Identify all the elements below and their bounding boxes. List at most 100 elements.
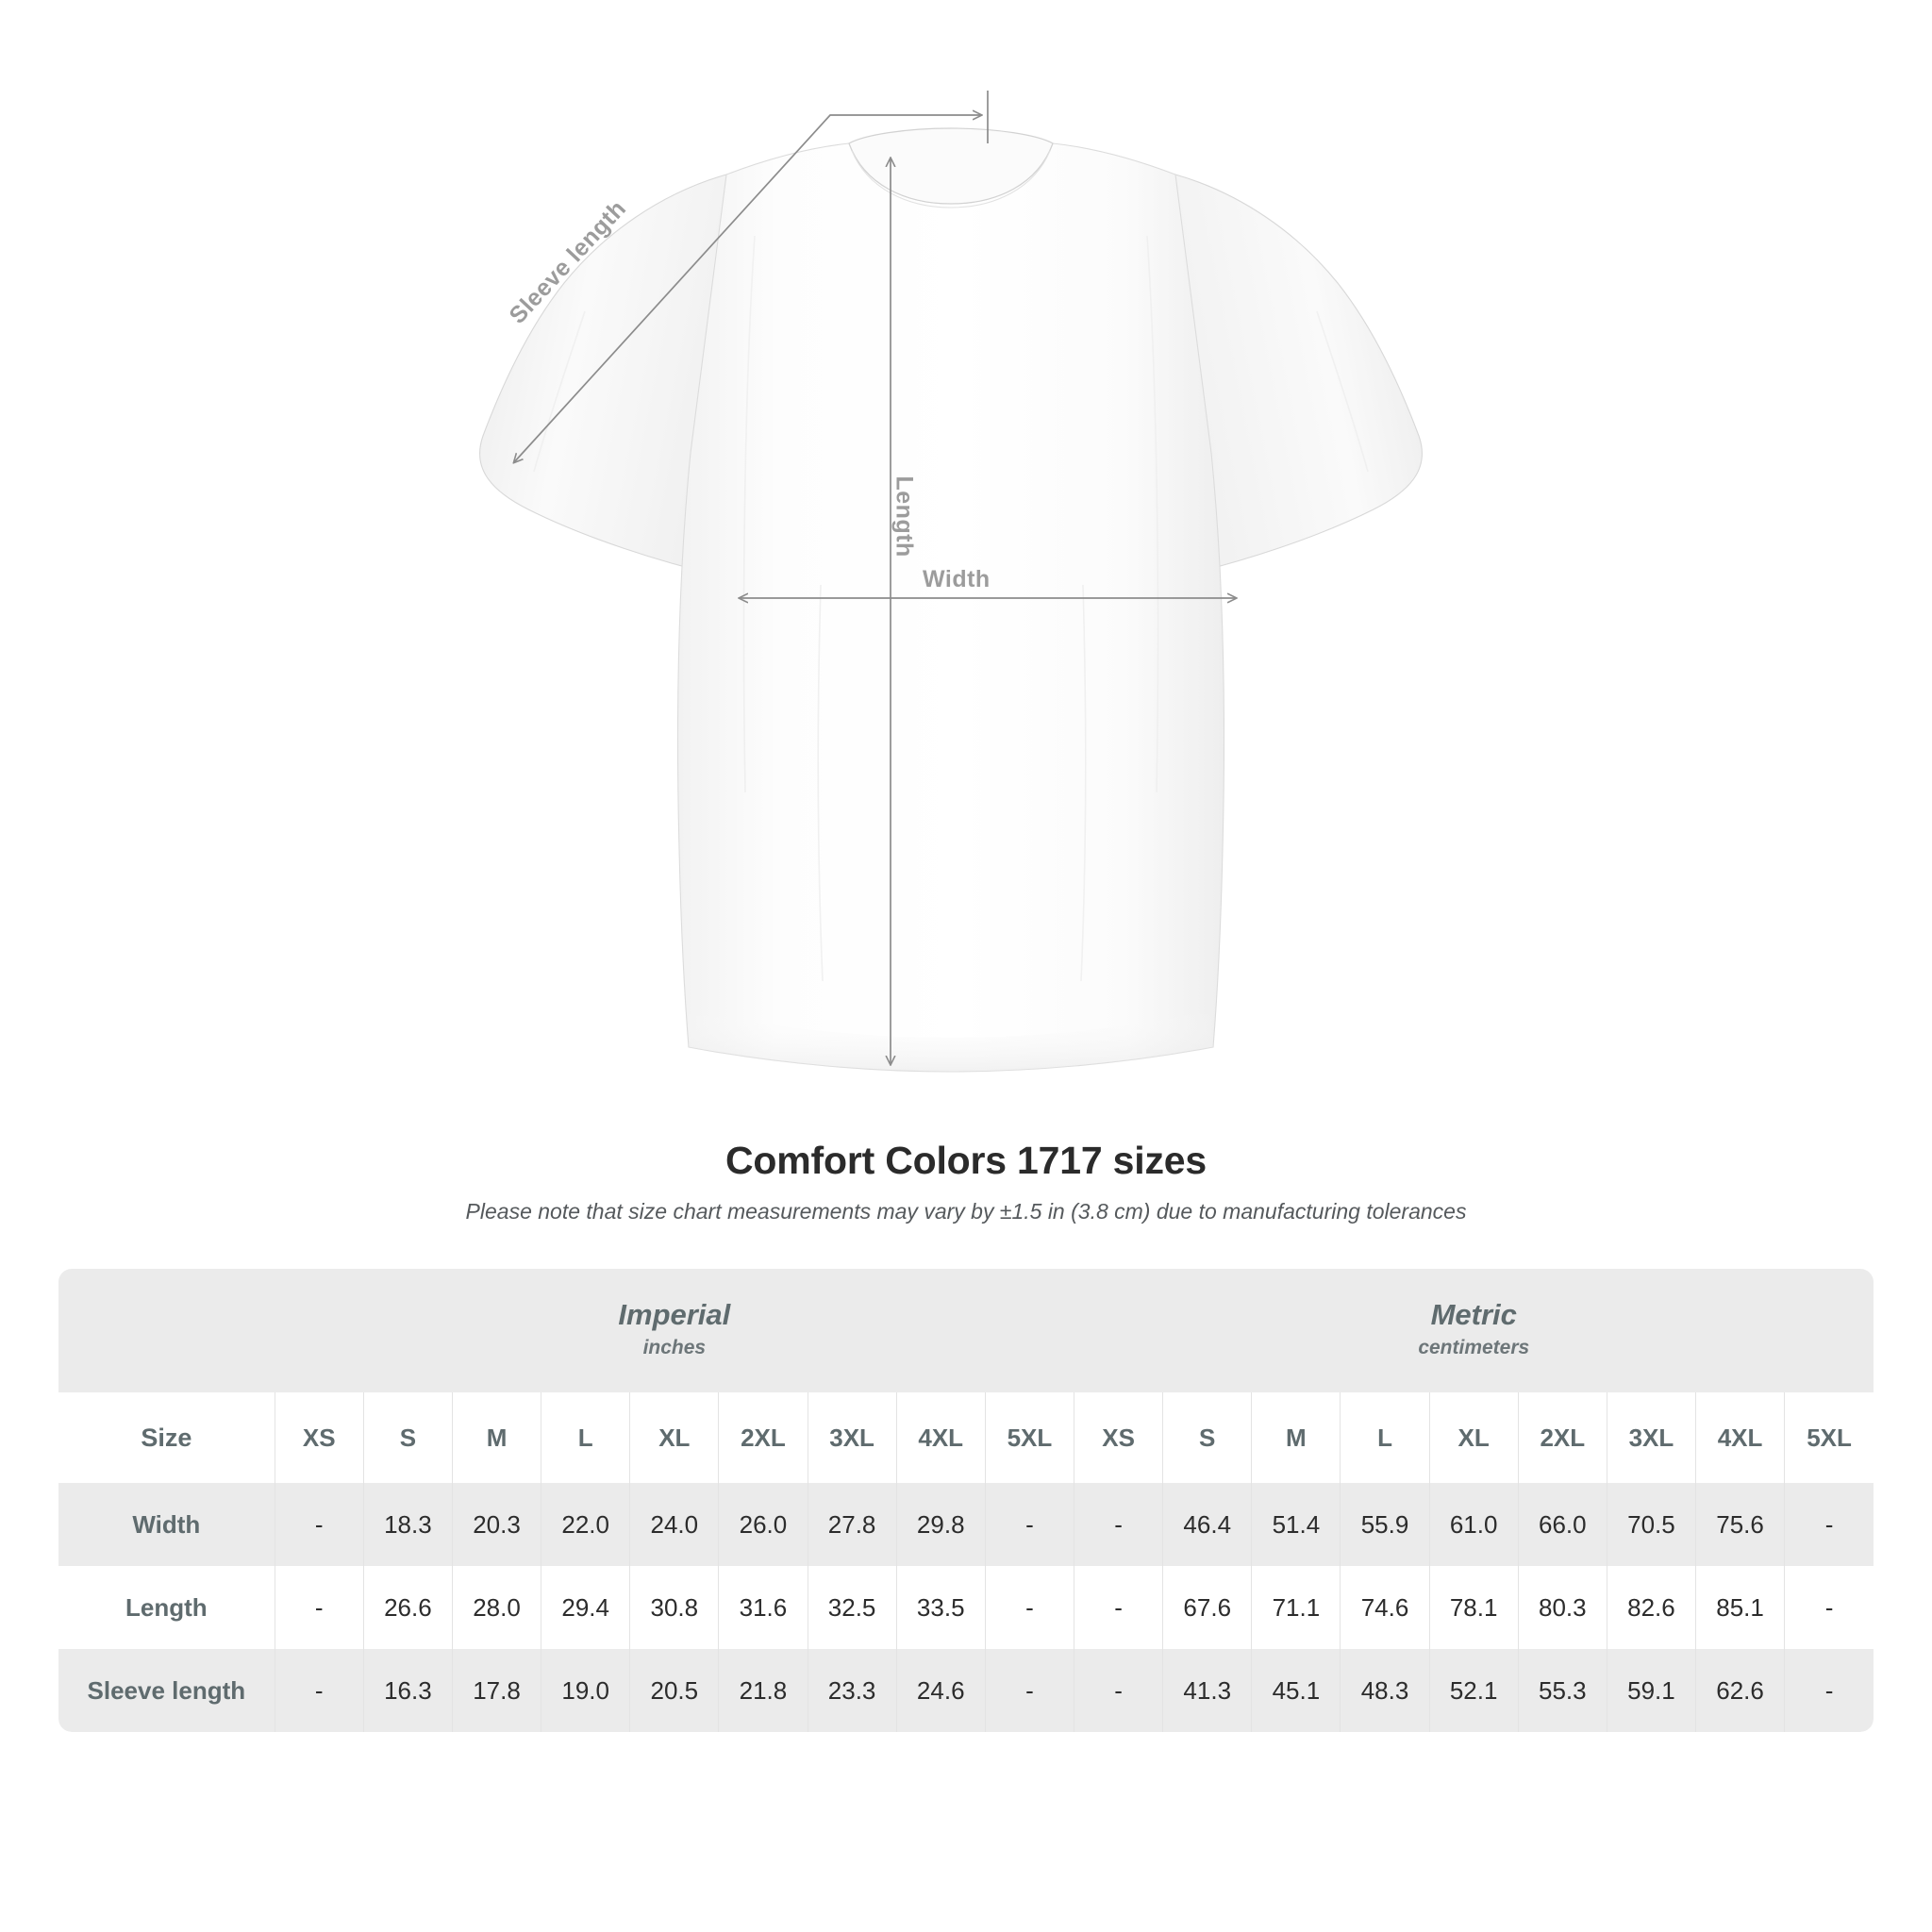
- size-header-imperial-4xl: 4XL: [895, 1392, 986, 1483]
- measurement-guides: [514, 91, 1236, 1064]
- cell-length-imperial-4xl: 33.5: [895, 1566, 986, 1649]
- row-label-width: Width: [58, 1483, 275, 1566]
- cell-length-imperial-2xl: 31.6: [718, 1566, 808, 1649]
- cell-width-metric-4xl: 75.6: [1694, 1483, 1785, 1566]
- cell-length-metric-l: 74.6: [1340, 1566, 1430, 1649]
- size-header-metric-3xl: 3XL: [1606, 1392, 1696, 1483]
- cell-width-imperial-s: 18.3: [362, 1483, 453, 1566]
- cell-width-imperial-2xl: 26.0: [718, 1483, 808, 1566]
- cell-length-metric-5xl: -: [1784, 1566, 1874, 1649]
- cell-length-metric-xl: 78.1: [1428, 1566, 1519, 1649]
- cell-sleeve-imperial-2xl: 21.8: [718, 1649, 808, 1732]
- length-label: Length: [891, 475, 918, 558]
- size-header-metric-m: M: [1251, 1392, 1341, 1483]
- row-label-sleeve-length: Sleeve length: [58, 1649, 275, 1732]
- metric-subtitle: centimeters: [1418, 1337, 1530, 1359]
- size-header-imperial-s: S: [362, 1392, 453, 1483]
- tshirt-measurement-diagram: Sleeve length Length Width: [479, 91, 1423, 1073]
- cell-sleeve-imperial-m: 17.8: [451, 1649, 541, 1732]
- size-header-metric-5xl: 5XL: [1784, 1392, 1874, 1483]
- size-header-imperial-l: L: [541, 1392, 630, 1483]
- cell-sleeve-imperial-4xl: 24.6: [895, 1649, 986, 1732]
- cell-width-metric-2xl: 66.0: [1517, 1483, 1607, 1566]
- size-header-imperial-xl: XL: [629, 1392, 719, 1483]
- size-header-imperial-5xl: 5XL: [984, 1392, 1074, 1483]
- cell-length-imperial-l: 29.4: [541, 1566, 630, 1649]
- size-column-header: Size: [58, 1392, 275, 1483]
- cell-sleeve-metric-4xl: 62.6: [1694, 1649, 1785, 1732]
- cell-width-metric-3xl: 70.5: [1606, 1483, 1696, 1566]
- cell-width-imperial-m: 20.3: [451, 1483, 541, 1566]
- cell-sleeve-metric-xs: -: [1074, 1649, 1163, 1732]
- width-label: Width: [923, 566, 991, 592]
- cell-sleeve-imperial-xs: -: [274, 1649, 364, 1732]
- cell-width-metric-l: 55.9: [1340, 1483, 1430, 1566]
- size-header-metric-4xl: 4XL: [1694, 1392, 1785, 1483]
- cell-sleeve-metric-xl: 52.1: [1428, 1649, 1519, 1732]
- cell-sleeve-metric-3xl: 59.1: [1606, 1649, 1696, 1732]
- cell-sleeve-metric-l: 48.3: [1340, 1649, 1430, 1732]
- row-label-length: Length: [58, 1566, 275, 1649]
- size-header-imperial-xs: XS: [274, 1392, 364, 1483]
- cell-sleeve-metric-2xl: 55.3: [1517, 1649, 1607, 1732]
- size-header-metric-2xl: 2XL: [1517, 1392, 1607, 1483]
- cell-sleeve-imperial-l: 19.0: [541, 1649, 630, 1732]
- size-header-imperial-3xl: 3XL: [807, 1392, 897, 1483]
- size-header-imperial-2xl: 2XL: [718, 1392, 808, 1483]
- cell-length-imperial-s: 26.6: [362, 1566, 453, 1649]
- imperial-title: Imperial: [618, 1298, 731, 1332]
- cell-length-metric-3xl: 82.6: [1606, 1566, 1696, 1649]
- cell-sleeve-imperial-s: 16.3: [362, 1649, 453, 1732]
- unit-group-imperial: Imperial inches: [275, 1269, 1074, 1392]
- cell-width-metric-5xl: -: [1784, 1483, 1874, 1566]
- size-header-row: Size XS S M L XL 2XL 3XL 4XL 5XL XS S M …: [58, 1392, 1874, 1483]
- cell-length-metric-xs: -: [1074, 1566, 1163, 1649]
- tshirt-shape: [479, 127, 1423, 1073]
- cell-width-metric-m: 51.4: [1251, 1483, 1341, 1566]
- size-header-metric-xs: XS: [1074, 1392, 1163, 1483]
- cell-width-imperial-xs: -: [274, 1483, 364, 1566]
- imperial-subtitle: inches: [642, 1337, 707, 1359]
- cell-length-imperial-xl: 30.8: [629, 1566, 719, 1649]
- unit-group-spacer: [58, 1269, 275, 1392]
- cell-length-imperial-3xl: 32.5: [807, 1566, 897, 1649]
- cell-sleeve-imperial-xl: 20.5: [629, 1649, 719, 1732]
- chart-heading: Comfort Colors 1717 sizes Please note th…: [0, 1139, 1932, 1224]
- size-header-imperial-m: M: [451, 1392, 541, 1483]
- unit-group-metric: Metric centimeters: [1074, 1269, 1874, 1392]
- table-row: Sleeve length - 16.3 17.8 19.0 20.5 21.8…: [58, 1649, 1874, 1732]
- cell-width-imperial-3xl: 27.8: [807, 1483, 897, 1566]
- cell-length-imperial-5xl: -: [984, 1566, 1074, 1649]
- cell-width-metric-xl: 61.0: [1428, 1483, 1519, 1566]
- page-title: Comfort Colors 1717 sizes: [725, 1139, 1207, 1182]
- cell-width-imperial-xl: 24.0: [629, 1483, 719, 1566]
- tolerance-note: Please note that size chart measurements…: [465, 1199, 1467, 1224]
- table-row: Width - 18.3 20.3 22.0 24.0 26.0 27.8 29…: [58, 1483, 1874, 1566]
- cell-width-metric-xs: -: [1074, 1483, 1163, 1566]
- cell-length-metric-2xl: 80.3: [1517, 1566, 1607, 1649]
- cell-length-imperial-m: 28.0: [451, 1566, 541, 1649]
- size-header-metric-xl: XL: [1428, 1392, 1519, 1483]
- cell-width-metric-s: 46.4: [1162, 1483, 1252, 1566]
- size-chart-table: Imperial inches Metric centimeters Size …: [58, 1269, 1874, 1732]
- cell-length-metric-s: 67.6: [1162, 1566, 1252, 1649]
- cell-sleeve-imperial-5xl: -: [984, 1649, 1074, 1732]
- cell-sleeve-imperial-3xl: 23.3: [807, 1649, 897, 1732]
- cell-sleeve-metric-m: 45.1: [1251, 1649, 1341, 1732]
- cell-sleeve-metric-s: 41.3: [1162, 1649, 1252, 1732]
- size-header-metric-l: L: [1340, 1392, 1430, 1483]
- metric-title: Metric: [1430, 1298, 1517, 1332]
- size-header-metric-s: S: [1162, 1392, 1252, 1483]
- size-table-container: Imperial inches Metric centimeters Size …: [58, 1269, 1874, 1732]
- table-row: Length - 26.6 28.0 29.4 30.8 31.6 32.5 3…: [58, 1566, 1874, 1649]
- tshirt-illustration: [479, 91, 1423, 1073]
- cell-width-imperial-5xl: -: [984, 1483, 1074, 1566]
- cell-width-imperial-l: 22.0: [541, 1483, 630, 1566]
- cell-length-metric-m: 71.1: [1251, 1566, 1341, 1649]
- cell-sleeve-metric-5xl: -: [1784, 1649, 1874, 1732]
- unit-group-row: Imperial inches Metric centimeters: [58, 1269, 1874, 1392]
- cell-width-imperial-4xl: 29.8: [895, 1483, 986, 1566]
- cell-length-imperial-xs: -: [274, 1566, 364, 1649]
- cell-length-metric-4xl: 85.1: [1694, 1566, 1785, 1649]
